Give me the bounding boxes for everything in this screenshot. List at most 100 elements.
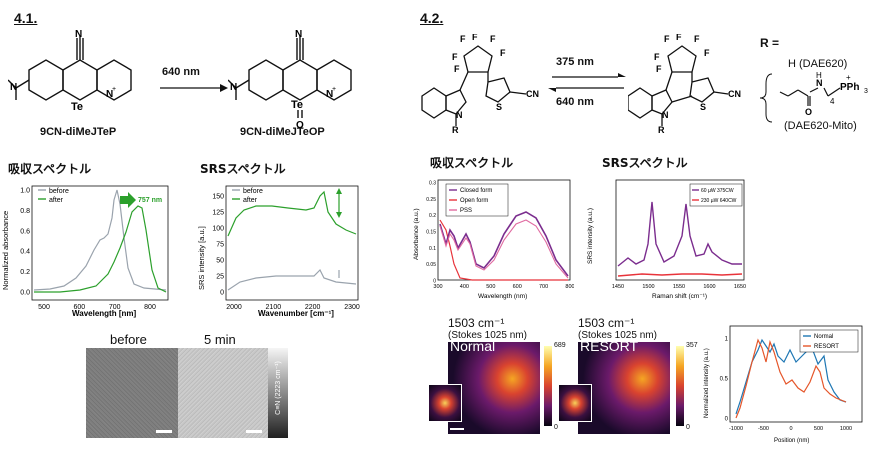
- section-42-number: 4.2.: [420, 10, 444, 26]
- abs42-xticks: 300 400 500 600 700 800: [433, 284, 574, 290]
- r-group-label: R =: [760, 36, 780, 50]
- abs42-pss-curve: [439, 219, 569, 279]
- srs41-xtick-label: 2300: [344, 304, 360, 311]
- srs-plot-42: 1450 1500 1550 1600 1650 SRS intensity (a.u.…: [587, 179, 746, 300]
- abs41-ylabel: Normalized absorbance: [1, 211, 10, 290]
- r-option-1: H (DAE620): [788, 58, 848, 70]
- svg-text:F: F: [460, 34, 466, 44]
- svg-text:CN: CN: [728, 89, 741, 99]
- abs42-xlabel: Wavelength (nm): [478, 293, 527, 300]
- colorbar-42a-max: 689: [554, 342, 566, 349]
- profile-legend-resort: RESORT: [814, 344, 839, 350]
- abs42-xtick-label: 600: [513, 284, 522, 290]
- srs41-ytick-label: 0: [220, 290, 224, 297]
- svg-text:S: S: [496, 102, 502, 112]
- srs41-legend-before: before: [243, 188, 263, 195]
- abs41-yticks: 0.0 0.2 0.4 0.6 0.8 1.0: [20, 188, 30, 297]
- abs41-after-curve: [34, 205, 167, 293]
- svg-text:N: N: [456, 110, 463, 120]
- image42a-label: Normal: [450, 338, 496, 354]
- product-name: 9CN-diMeJTeOP: [240, 126, 325, 138]
- abs42-ytick-label: 0.15: [426, 230, 436, 236]
- abs41-ytick-label: 0.4: [20, 249, 30, 256]
- abs42-yticks: 0 0.05 0.1 0.15 0.2 0.25 0.3: [426, 181, 436, 285]
- section-41-number: 4.1.: [14, 10, 38, 26]
- svg-text:N: N: [662, 110, 669, 120]
- arrow-label-640b: 640 nm: [556, 96, 594, 108]
- srs41-ytick-label: 25: [216, 274, 224, 281]
- profile-ylabel: Normalized intensity (a.u.): [704, 348, 710, 418]
- srs42-xtick-label: 1550: [673, 284, 685, 290]
- srs41-after-curve: [227, 190, 357, 237]
- inset-normal: [428, 384, 462, 422]
- abs41-xlabel: Wavelength [nm]: [72, 309, 136, 318]
- profile-plot: 00.51 -1000 -500 0 500 1000 Normalized inten…: [704, 325, 863, 444]
- colorbar-42b-max: 357: [686, 342, 698, 349]
- svg-text:F: F: [694, 34, 700, 44]
- image41-after-label: 5 min: [204, 332, 236, 347]
- profile-ytick-label: 0.5: [720, 377, 729, 383]
- svg-text:F: F: [500, 48, 506, 58]
- product-structure: N Te O N + N: [228, 30, 352, 130]
- srs41-ylabel: SRS intensity [a.u.]: [197, 226, 206, 290]
- abs41-xticks: 500 600 700 800: [38, 304, 156, 311]
- svg-text:F: F: [664, 34, 670, 44]
- srs41-ytick-label: 100: [212, 226, 224, 233]
- reactant-structure: N Te N + N: [8, 30, 132, 113]
- abs42-ytick-label: 0.25: [426, 197, 436, 203]
- scale-bar-42a: [450, 428, 464, 430]
- svg-text:+: +: [332, 86, 336, 93]
- abs41-xtick-label: 700: [109, 304, 121, 311]
- profile-xtick-label: -1000: [729, 426, 743, 432]
- abs41-legend-after: after: [49, 197, 64, 204]
- srs-plot-41: 0 25 50 75 100 125 150 2000 2100 2200 2300 SRS in…: [197, 185, 360, 318]
- abs41-xtick-label: 600: [73, 304, 85, 311]
- image42b-wavenumber: 1503 cm⁻¹: [578, 316, 635, 330]
- srs42-xtick-label: 1450: [612, 284, 624, 290]
- srs42-legend-red: 230 µW 640CW: [701, 198, 737, 204]
- abs42-legend-pss: PSS: [460, 208, 472, 214]
- colorbar-41-label: C≡N (2223 cm⁻¹): [275, 361, 282, 415]
- absorption-plot-42: 0 0.05 0.1 0.15 0.2 0.25 0.3 300 400 500 600 700 80…: [413, 179, 574, 300]
- profile-legend-normal: Normal: [814, 334, 833, 340]
- r-option-2: (DAE620-Mito): [784, 120, 857, 132]
- profile-xtick-label: 1000: [840, 426, 852, 432]
- abs41-ytick-label: 0.2: [20, 269, 30, 276]
- abs41-ytick-label: 1.0: [20, 188, 30, 195]
- srs42-legend-uv: 60 µW 375CW: [701, 188, 734, 194]
- srs42-xtick-label: 1600: [703, 284, 715, 290]
- scale-bar-41a: [156, 430, 172, 433]
- svg-text:F: F: [472, 34, 478, 42]
- svg-text:O: O: [296, 120, 304, 130]
- absorption-heading-42: 吸収スペクトル: [430, 156, 514, 170]
- svg-text:CN: CN: [526, 89, 539, 99]
- image42b-label: RESORT: [580, 338, 639, 354]
- svg-text:N: N: [106, 89, 113, 100]
- abs42-ytick-label: 0.2: [429, 213, 436, 219]
- colorbar-42a-min: 0: [554, 424, 558, 431]
- srs42-red-curve: [617, 273, 743, 277]
- abs42-xtick-label: 300: [433, 284, 442, 290]
- srs41-xticks: 2000 2100 2200 2300: [226, 304, 360, 311]
- arrow-label-640: 640 nm: [162, 66, 200, 78]
- colorbar-42b-min: 0: [686, 424, 690, 431]
- srs-heading-41: SRSスペクトル: [200, 162, 286, 176]
- arrow-label-375: 375 nm: [556, 56, 594, 68]
- abs42-ylabel: Absorbance (a.u.): [413, 208, 420, 260]
- srs42-xlabel: Raman shift (cm⁻¹): [652, 293, 707, 300]
- abs42-xtick-label: 400: [460, 284, 469, 290]
- abs41-xtick-label: 500: [38, 304, 50, 311]
- svg-text:R: R: [452, 125, 459, 134]
- srs41-xtick-label: 2200: [305, 304, 321, 311]
- svg-text:H: H: [816, 71, 822, 80]
- srs41-ytick-label: 150: [212, 194, 224, 201]
- abs41-ytick-label: 0.8: [20, 208, 30, 215]
- svg-text:N: N: [10, 82, 17, 93]
- svg-text:+: +: [112, 86, 116, 93]
- svg-text:F: F: [704, 48, 710, 58]
- srs41-ytick-label: 75: [216, 242, 224, 249]
- srs-image-normal: [448, 342, 540, 434]
- abs42-ytick-label: 0.3: [429, 181, 436, 187]
- colorbar-42a: [544, 346, 552, 426]
